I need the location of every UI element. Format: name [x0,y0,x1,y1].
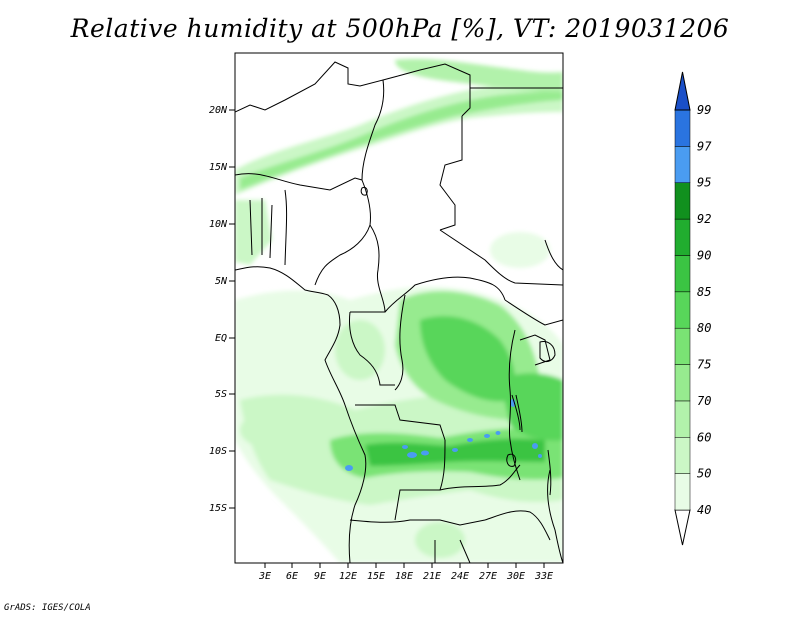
colorbar-swatch [674,473,691,511]
border-zambia [439,464,521,491]
colorbar-label: 99 [697,103,711,117]
colorbar-label: 85 [697,285,711,299]
border-south-sudan [504,299,563,326]
border-botswana [434,539,471,563]
border-north-1 [235,61,399,113]
humidity-south-deep [365,438,545,466]
lake-chad [360,187,368,196]
lon-label: 12E [339,571,357,582]
lon-label: 18E [395,571,413,582]
lat-label: 10N [209,219,228,230]
colorbar-label: 97 [697,139,712,153]
border-sudan [439,229,563,286]
lon-label: 3E [258,571,271,582]
humidity-patch [335,320,385,380]
border-north-2 [397,63,471,117]
colorbar-label: 50 [697,467,711,481]
lake-malawi [547,449,552,496]
country-boundaries [235,61,563,563]
humidity-field [235,53,563,563]
border-chad-east [439,116,463,231]
colorbar-label: 95 [697,176,711,190]
colorbar-swatch [674,218,691,256]
lat-label: 15S [209,503,227,514]
humidity-patch [240,412,300,448]
colorbar-swatch [674,437,691,474]
colorbar-swatch [674,182,691,220]
map-frame [234,52,564,564]
colorbar: 40 50 60 70 75 80 85 90 92 95 97 99 [674,71,712,546]
border-nigeria [314,179,371,286]
border-nigeria-west [284,189,288,266]
humidity-west-strip [235,200,272,265]
colorbar-label: 70 [697,394,711,408]
lon-label: 24E [451,571,469,582]
border-zimbabwe [484,510,551,541]
humidity-blue-pockets [345,399,542,471]
lat-label: 5N [215,276,228,287]
humidity-band-north-core [240,90,563,190]
colorbar-label: 90 [697,248,711,262]
border-cameroon [350,224,386,313]
colorbar-under-triangle [674,509,691,546]
grads-credit: GrADS: IGES/COLA [4,603,91,613]
border-drc-east [508,329,521,481]
border-chad-west [361,79,385,181]
border-drc-west [394,294,406,391]
lon-label: 6E [286,571,298,582]
humidity-patch [415,522,465,558]
lake-tanganyika [511,394,523,433]
border-congo [349,311,395,386]
colorbar-label: 80 [697,321,711,335]
lon-label: 21E [423,571,441,582]
colorbar-swatch [674,364,691,402]
border-east [544,239,563,271]
lon-label: 27E [479,571,497,582]
lon-label: 30E [506,571,525,582]
lon-label: 33E [534,571,553,582]
chart-title: Relative humidity at 500hPa [%], VT: 201… [70,14,730,43]
border-coast-states [249,198,273,259]
humidity-central-core [420,316,516,402]
lon-label: 15E [367,571,385,582]
humidity-top-patch [395,58,563,92]
humidity-patch [265,310,335,350]
coastline-west [235,266,367,563]
border-sahel [235,173,363,191]
colorbar-swatch [674,291,691,329]
lon-axis: 3E 6E 9E 12E 15E 18E 21E 24E 27E 30E 33E [258,563,553,582]
colorbar-label: 60 [697,430,711,444]
lat-label: 20N [209,105,228,116]
humidity-patch [490,232,550,268]
colorbar-label: 40 [697,503,711,517]
colorbar-label: 75 [697,358,711,372]
lake-mweru [506,453,517,467]
colorbar-swatch [674,327,691,365]
colorbar-swatch [674,400,691,438]
lat-label: EQ [215,333,227,344]
border-namibia [349,519,486,526]
colorbar-label: 92 [697,212,711,226]
humidity-east-lakes [500,373,563,441]
colorbar-swatch [674,146,691,183]
colorbar-swatch [674,255,691,293]
border-mozambique [547,469,563,563]
colorbar-swatch [674,109,691,147]
lon-label: 9E [314,571,326,582]
lat-label: 5S [215,389,227,400]
border-angola-north [355,404,446,441]
colorbar-over-triangle [674,71,691,111]
lake-victoria [539,341,556,363]
lat-label: 10S [209,446,227,457]
border-car [384,276,506,313]
lat-axis: 20N 15N 10N 5N EQ 5S 10S 15S [209,105,235,514]
lat-label: 15N [209,162,228,173]
